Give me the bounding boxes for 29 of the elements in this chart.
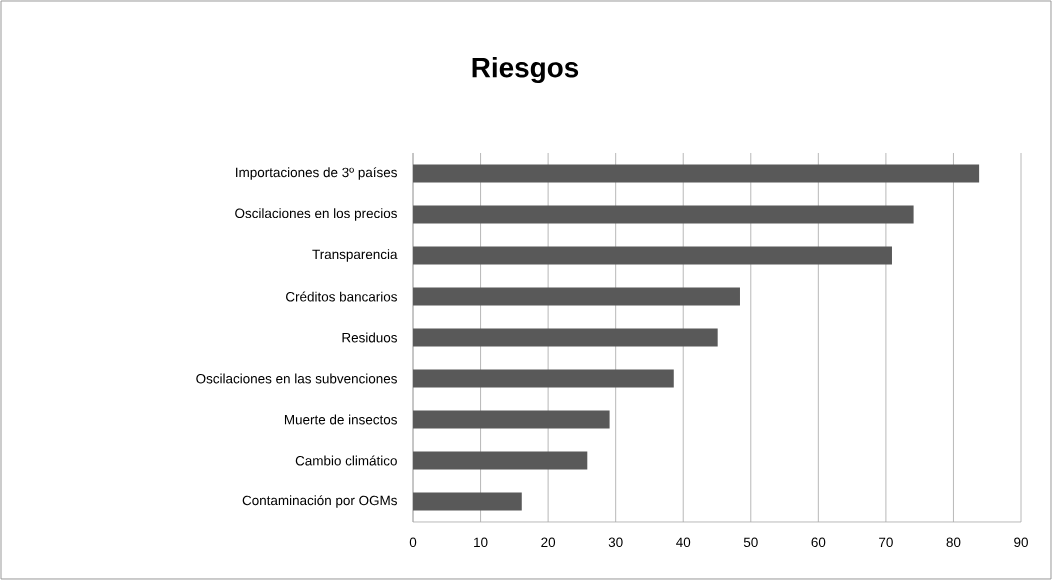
y-tick-label: Créditos bancarios <box>286 291 397 302</box>
bar <box>413 410 610 429</box>
bar <box>413 369 674 388</box>
x-tick-label: 10 <box>474 537 488 548</box>
bar <box>413 492 522 511</box>
y-tick-label: Contaminación por OGMs <box>242 495 397 508</box>
y-tick-label: Cambio climático <box>295 455 397 466</box>
bar <box>413 246 892 265</box>
bar <box>413 287 740 306</box>
x-tick-label: 0 <box>409 537 417 548</box>
y-tick-label: Oscilaciones en los precios <box>235 208 397 221</box>
y-tick-label: Oscilaciones en las subvenciones <box>196 373 397 384</box>
y-tick-label: Importaciones de 3º países <box>236 167 397 180</box>
bar <box>413 205 914 224</box>
x-tick-label: 90 <box>1014 537 1028 548</box>
x-tick-label: 20 <box>541 537 556 548</box>
x-tick-label: 30 <box>608 537 623 548</box>
y-tick-label: Residuos <box>342 332 397 343</box>
x-tick-label: 70 <box>879 537 893 548</box>
x-tick-label: 60 <box>811 537 826 548</box>
y-tick-label: Transparencia <box>312 249 398 262</box>
x-tick-label: 50 <box>743 537 758 548</box>
y-tick-label: Muerte de insectos <box>284 414 397 425</box>
chart-title: Riesgos <box>472 56 579 84</box>
bar <box>413 328 718 347</box>
bar <box>413 451 588 470</box>
x-tick-label: 80 <box>946 537 961 548</box>
x-tick-label: 40 <box>676 537 691 548</box>
bar <box>413 164 980 183</box>
